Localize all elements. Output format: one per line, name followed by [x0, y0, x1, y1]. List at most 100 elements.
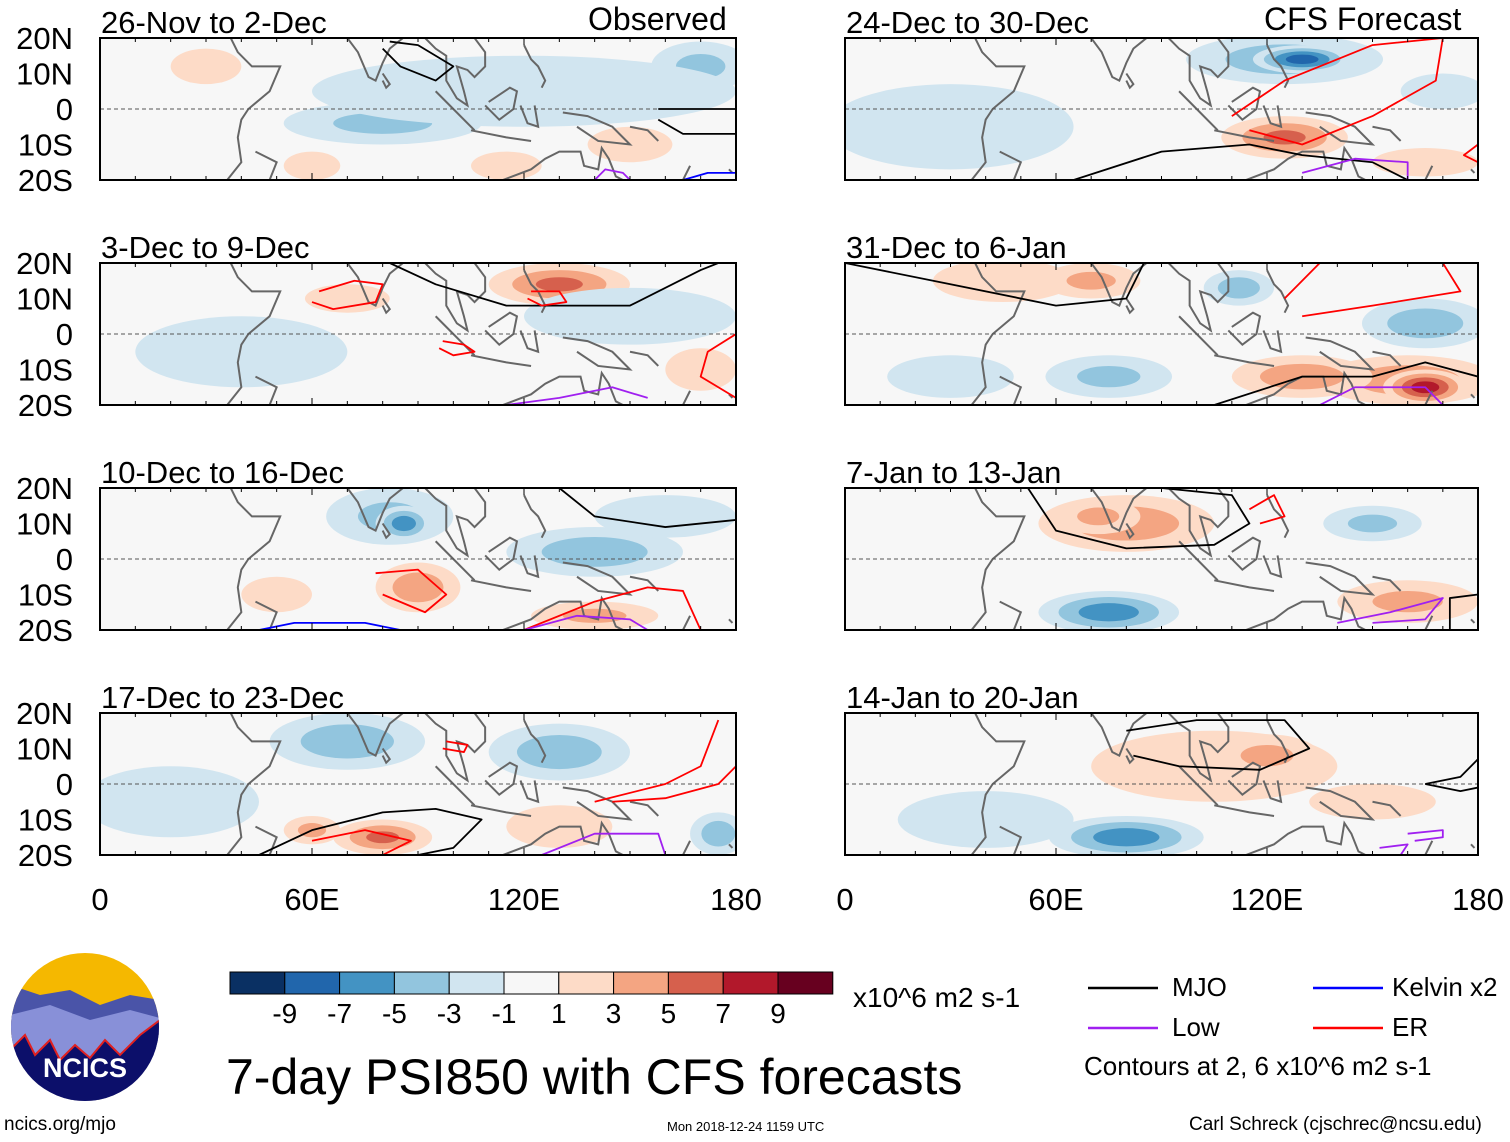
lon-tick-label: 60E [1028, 882, 1083, 917]
psi-anomaly-region [897, 791, 1074, 848]
lon-tick-label: 180 [1452, 882, 1504, 917]
wave-contour [382, 40, 455, 82]
lat-tick-label: 20N [16, 696, 73, 731]
lon-tick-label: 120E [488, 882, 560, 917]
coastline [950, 263, 1026, 405]
coastline [255, 375, 278, 405]
wave-contour [311, 829, 412, 855]
psi-anomaly-region [932, 263, 1074, 303]
coastline [1372, 575, 1402, 592]
coastline [1266, 44, 1290, 89]
lat-tick-label: 10S [18, 578, 73, 613]
coastline [206, 263, 282, 405]
colorbar-tick-label: -3 [437, 998, 462, 1029]
panel-field [100, 263, 736, 405]
psi-anomaly-region [594, 495, 736, 538]
colorbar-tick-label: -1 [492, 998, 517, 1029]
coastline [1125, 297, 1135, 315]
coastline [999, 825, 1023, 855]
coastline [950, 38, 1026, 180]
map-panel: 31-Dec to 6-Jan [844, 230, 1479, 406]
coastline [682, 165, 691, 180]
coastline [1125, 72, 1135, 90]
psi-anomaly-region [1372, 590, 1443, 613]
coastline [1470, 393, 1476, 399]
wave-contour [311, 279, 384, 311]
panel-period-label: 3-Dec to 9-Dec [101, 230, 309, 265]
psi-anomaly-region [535, 277, 583, 292]
panel-field [845, 713, 1478, 855]
lat-tick-label: 20S [18, 163, 73, 198]
coastline [424, 38, 487, 108]
wave-contour [699, 333, 736, 399]
coastline [1214, 579, 1275, 592]
source-link[interactable]: ncics.org/mjo [4, 1114, 116, 1135]
coastline [1214, 354, 1275, 367]
coastline [1305, 111, 1376, 146]
coastline [1167, 263, 1230, 333]
coastline [519, 105, 540, 129]
coastline [728, 618, 734, 624]
coastline [470, 579, 532, 592]
coastline [562, 786, 633, 821]
coastline [1424, 840, 1434, 855]
wave-contour [523, 614, 649, 630]
wave-contour [612, 765, 736, 803]
wave-contour [1407, 829, 1444, 842]
psi-anomaly-region [300, 724, 394, 759]
wave-contour [1425, 783, 1478, 792]
psi-anomaly-region [701, 820, 736, 847]
coastline [484, 761, 519, 796]
coastline [502, 145, 624, 180]
psi-anomaly-region [392, 572, 444, 603]
legend-label-mjo: MJO [1172, 972, 1227, 1002]
coastline [1372, 350, 1402, 367]
psi-anomaly-region [887, 355, 1014, 398]
colorbar-swatch [667, 971, 724, 995]
coastline [1305, 786, 1376, 821]
wave-contour [1463, 143, 1478, 164]
psi-anomaly-region [1078, 603, 1139, 622]
author-credit: Carl Schreck (cjschrec@ncsu.edu) [1189, 1114, 1482, 1135]
coastline [1266, 269, 1290, 314]
lon-tick-label: 180 [710, 882, 762, 917]
legend-label-low: Low [1172, 1012, 1220, 1042]
panel-field [100, 713, 736, 855]
coastline [1227, 86, 1262, 121]
lon-tick-label: 60E [284, 882, 339, 917]
panel-field [100, 38, 736, 180]
psi-anomaly-region [1077, 507, 1120, 526]
coastline [1167, 713, 1230, 783]
wave-contour [594, 168, 631, 180]
coastline [1372, 125, 1402, 142]
psi-anomaly-region [1285, 54, 1319, 65]
psi-anomaly-region [135, 316, 348, 388]
panel-field [845, 488, 1478, 630]
wave-contour [1379, 843, 1409, 855]
colorbar-swatch [503, 971, 560, 995]
lat-tick-label: 20N [16, 471, 73, 506]
coastline [1227, 311, 1262, 346]
psi-anomaly-region [541, 536, 648, 567]
coastline [345, 38, 405, 82]
lat-tick-label: 20N [16, 246, 73, 281]
logo-text: NCICS [43, 1053, 127, 1083]
coastline [1089, 488, 1149, 532]
wave-contour [438, 340, 476, 357]
panel-period-label: 26-Nov to 2-Dec [101, 5, 327, 40]
colorbar-swatch [448, 971, 505, 995]
coastline [1125, 747, 1135, 765]
coastline [629, 125, 659, 142]
colorbar-swatch [558, 971, 615, 995]
coastline [1227, 761, 1262, 796]
wave-contour [375, 568, 448, 614]
wave-contour [258, 807, 483, 855]
coastline [682, 615, 691, 630]
wave-contour [1073, 143, 1409, 180]
coastline [1089, 263, 1149, 307]
